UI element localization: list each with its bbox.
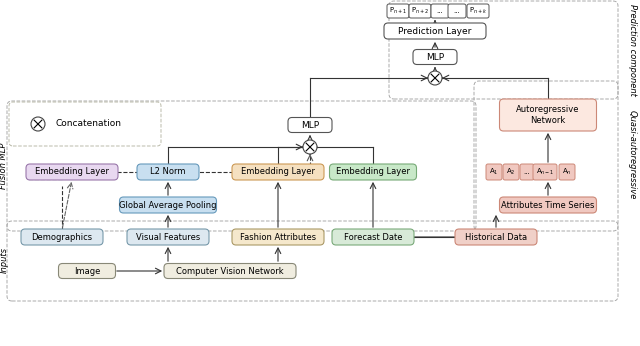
FancyBboxPatch shape: [164, 264, 296, 279]
Text: Global Average Pooling: Global Average Pooling: [119, 200, 217, 209]
Text: Computer Vision Network: Computer Vision Network: [176, 266, 284, 275]
FancyBboxPatch shape: [499, 197, 596, 213]
FancyBboxPatch shape: [499, 99, 596, 131]
Text: Inputs: Inputs: [0, 247, 8, 273]
FancyBboxPatch shape: [486, 164, 502, 180]
Text: Embedding Layer: Embedding Layer: [336, 167, 410, 176]
FancyBboxPatch shape: [58, 264, 115, 279]
Text: Attributes Time Series: Attributes Time Series: [501, 200, 595, 209]
FancyBboxPatch shape: [559, 164, 575, 180]
Text: A$_n$: A$_n$: [562, 167, 572, 177]
Text: L2 Norm: L2 Norm: [150, 167, 186, 176]
Text: A$_{n-1}$: A$_{n-1}$: [536, 167, 554, 177]
FancyBboxPatch shape: [330, 164, 417, 180]
FancyBboxPatch shape: [232, 164, 324, 180]
Text: Fashion Attributes: Fashion Attributes: [240, 233, 316, 242]
FancyBboxPatch shape: [288, 118, 332, 133]
Text: Forecast Date: Forecast Date: [344, 233, 403, 242]
FancyBboxPatch shape: [332, 229, 414, 245]
Text: ...: ...: [454, 8, 460, 14]
FancyBboxPatch shape: [387, 4, 409, 18]
Text: A$_2$: A$_2$: [506, 167, 516, 177]
Text: ...: ...: [436, 8, 444, 14]
FancyBboxPatch shape: [384, 23, 486, 39]
Circle shape: [428, 71, 442, 85]
Text: P$_{n+2}$: P$_{n+2}$: [411, 6, 429, 16]
Text: P$_{n+1}$: P$_{n+1}$: [389, 6, 407, 16]
Text: Visual Features: Visual Features: [136, 233, 200, 242]
FancyBboxPatch shape: [137, 164, 199, 180]
FancyBboxPatch shape: [120, 197, 216, 213]
FancyBboxPatch shape: [503, 164, 519, 180]
Text: P$_{n+k}$: P$_{n+k}$: [469, 6, 487, 16]
FancyBboxPatch shape: [448, 4, 466, 18]
Text: Prediction Layer: Prediction Layer: [398, 27, 472, 36]
Text: MLP: MLP: [301, 120, 319, 129]
FancyBboxPatch shape: [520, 164, 534, 180]
FancyBboxPatch shape: [467, 4, 489, 18]
FancyBboxPatch shape: [413, 49, 457, 64]
Text: ...: ...: [524, 169, 531, 175]
Text: Image: Image: [74, 266, 100, 275]
FancyBboxPatch shape: [21, 229, 103, 245]
Text: Concatenation: Concatenation: [55, 119, 121, 128]
Text: Prediction component: Prediction component: [627, 4, 637, 96]
FancyBboxPatch shape: [26, 164, 118, 180]
Text: A$_1$: A$_1$: [489, 167, 499, 177]
Circle shape: [303, 140, 317, 154]
Text: Fusion MLP: Fusion MLP: [0, 143, 8, 189]
Text: Demographics: Demographics: [31, 233, 93, 242]
FancyBboxPatch shape: [127, 229, 209, 245]
FancyBboxPatch shape: [232, 229, 324, 245]
Text: Embedding Layer: Embedding Layer: [241, 167, 315, 176]
Text: Autoregressive
Network: Autoregressive Network: [516, 105, 580, 125]
FancyBboxPatch shape: [409, 4, 431, 18]
Text: Historical Data: Historical Data: [465, 233, 527, 242]
Circle shape: [31, 117, 45, 131]
Text: MLP: MLP: [426, 53, 444, 62]
FancyBboxPatch shape: [455, 229, 537, 245]
FancyBboxPatch shape: [431, 4, 449, 18]
Text: Quasi-autoregressive: Quasi-autoregressive: [627, 110, 637, 200]
Text: Embedding Layer: Embedding Layer: [35, 167, 109, 176]
FancyBboxPatch shape: [533, 164, 557, 180]
